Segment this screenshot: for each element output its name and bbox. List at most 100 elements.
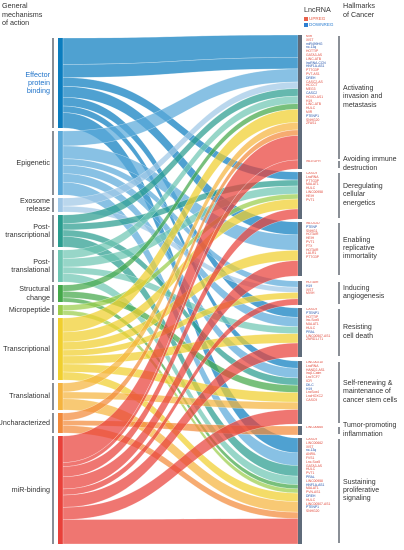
lncrna-name: XIST xyxy=(306,37,314,42)
hallmark-node-bar xyxy=(298,308,302,357)
hallmark-label: Avoiding immune destruction xyxy=(343,156,397,172)
legend-item-upreg: UPREG xyxy=(304,16,325,21)
lncrna-name: PVT1 xyxy=(306,239,315,244)
lncrna-name: MALAT1 xyxy=(306,322,319,327)
hallmark-label: Sustaining proliferative signaling xyxy=(343,479,379,504)
lncrna-name: CASC9 xyxy=(306,397,318,402)
mechanism-node-bar xyxy=(58,198,63,212)
mechanism-label: Structural change xyxy=(19,285,50,302)
mechanism-node-bar xyxy=(58,383,63,410)
lncrna-name: HULC xyxy=(306,467,316,472)
lncrna-name: MIR xyxy=(306,35,313,38)
mechanism-label-line: translational xyxy=(11,265,50,274)
hallmark-label-line: Inducing xyxy=(343,284,370,292)
legend-label: UPREG xyxy=(309,16,326,21)
mechanism-node-bar xyxy=(58,285,63,302)
hallmark-label-line: Enabling xyxy=(343,236,371,244)
mechanism-bracket xyxy=(52,413,54,433)
hallmark-bracket xyxy=(338,173,340,218)
hallmark-label-line: angiogenesis xyxy=(343,293,385,300)
mechanism-label: Exosome release xyxy=(20,196,50,213)
lncrna-group: LINC00665 xyxy=(306,426,340,435)
lncrna-name: HOTTIP xyxy=(306,49,319,54)
hallmark-label-line: Self-renewing & xyxy=(343,380,393,388)
mechanism-label: Post-transcriptional xyxy=(5,222,50,239)
right-header-line: of Cancer xyxy=(343,9,375,19)
lncrna-name: LINC00210 xyxy=(306,361,323,364)
mechanism-label-line: transcriptional xyxy=(5,230,50,239)
lncrna-name: CASC9 xyxy=(306,308,318,311)
lncrna-name: LINC00958 xyxy=(306,478,323,483)
lncrna-group: HOTAIR H19 XIST MVIH xyxy=(306,281,340,305)
lncrna-group: lnc-EGFR xyxy=(306,160,340,169)
lncrna-name: XIST xyxy=(306,287,314,292)
mechanism-node-bar xyxy=(58,436,63,544)
lncrna-name: MEG3 xyxy=(306,87,316,92)
mechanism-label: Uncharacterized xyxy=(0,418,50,427)
lncrna-name: lncβ-Catm xyxy=(306,371,322,376)
mechanism-bracket xyxy=(52,131,54,195)
lncrna-name: PTENP1 xyxy=(306,113,320,118)
hallmark-bracket xyxy=(338,223,340,275)
mechanism-label-line: Epigenetic xyxy=(16,157,50,167)
hallmark-label-line: Tumor-promoting xyxy=(343,422,397,430)
lncrna-name: HNF1A-AS1 xyxy=(306,482,325,487)
lncrna-name: PTENP1 xyxy=(306,505,320,510)
hallmark-label-line: signaling xyxy=(343,495,371,503)
hallmark-label-line: energetics xyxy=(343,199,376,207)
mechanism-label-line: release xyxy=(26,204,50,213)
mechanism-bracket xyxy=(52,318,54,380)
lncrna-name: DILC xyxy=(306,382,314,387)
lncrna-name: LncTCF7 xyxy=(306,375,320,380)
mechanism-bracket xyxy=(52,215,54,247)
lncrna-name: lnc-EGFR xyxy=(306,160,321,163)
lncrna-name: HULC xyxy=(306,497,316,502)
lncrna-name: PVT1 xyxy=(306,471,315,476)
hallmark-node-bar xyxy=(298,426,302,435)
right-header-line: Hallmarks xyxy=(343,1,375,10)
hallmark-label-line: Avoiding immune xyxy=(343,156,397,164)
lncrna-name: HOTTIP xyxy=(306,314,319,319)
middle-header: LncRNA xyxy=(304,5,331,14)
lncrna-name: LncHOXC2 xyxy=(306,394,323,399)
left-header-line: General xyxy=(2,1,28,10)
legend-item-downreg: DOWNREG xyxy=(304,22,334,27)
lncrna-name: LINC-ATB xyxy=(306,56,321,61)
lncrna-name: HEIH xyxy=(306,236,314,241)
right-header: Hallmarks of Cancer xyxy=(343,1,375,19)
mechanism-bracket xyxy=(52,305,54,315)
lncrna-name: H19 xyxy=(306,283,313,288)
hallmark-label-line: destruction xyxy=(343,164,378,172)
lncrna-name: PRAL xyxy=(306,329,315,334)
lncrna-name: FVS1 xyxy=(306,455,315,460)
hallmark-label: Enabling replicative immortality xyxy=(343,237,377,262)
mechanism-node-bar xyxy=(58,131,63,195)
lncrna-name: nc-13q xyxy=(306,448,317,453)
legend-swatch-upreg xyxy=(304,16,308,21)
lncrna-name: MIR xyxy=(306,109,313,114)
mechanism-label-line: change xyxy=(26,292,50,302)
lncrna-name: HNF1A-AS1 xyxy=(306,64,325,69)
lncrna-name: LINC00507-AS1 xyxy=(306,501,331,506)
lncrna-name: HOTAIR xyxy=(306,281,319,284)
lncrna-name: HOXD-AS1 xyxy=(306,94,324,99)
lncrna-name: HULC xyxy=(306,106,316,111)
left-header-line: mechanisms xyxy=(2,9,43,19)
lncrna-name: GATA3-AS xyxy=(306,52,323,57)
hallmark-node-bar xyxy=(298,160,302,169)
hallmark-label: Activating invasion and metastasis xyxy=(343,85,382,110)
mechanism-label: miR-binding xyxy=(11,484,50,494)
lncrna-name: Lnc-Sox5 xyxy=(306,459,321,464)
left-header: General mechanisms of action xyxy=(2,1,43,28)
lncrna-name: ANRIL xyxy=(306,452,316,457)
hallmark-label-line: immortality xyxy=(343,253,377,261)
mechanism-label: Epigenetic xyxy=(16,157,50,167)
hallmark-bracket xyxy=(338,362,340,423)
lncrna-name: SNHG1 xyxy=(306,228,318,233)
hallmark-label-line: Resisting xyxy=(343,324,372,332)
mechanism-label-line: miR-binding xyxy=(11,484,50,494)
hallmark-label: Inducing angiogenesis xyxy=(343,285,384,301)
lncrna-name: PVT-AS1 xyxy=(306,71,320,76)
lncrna-name: H19 xyxy=(306,386,313,391)
lncrna-name: ZNRD1-IT1 xyxy=(306,337,324,342)
